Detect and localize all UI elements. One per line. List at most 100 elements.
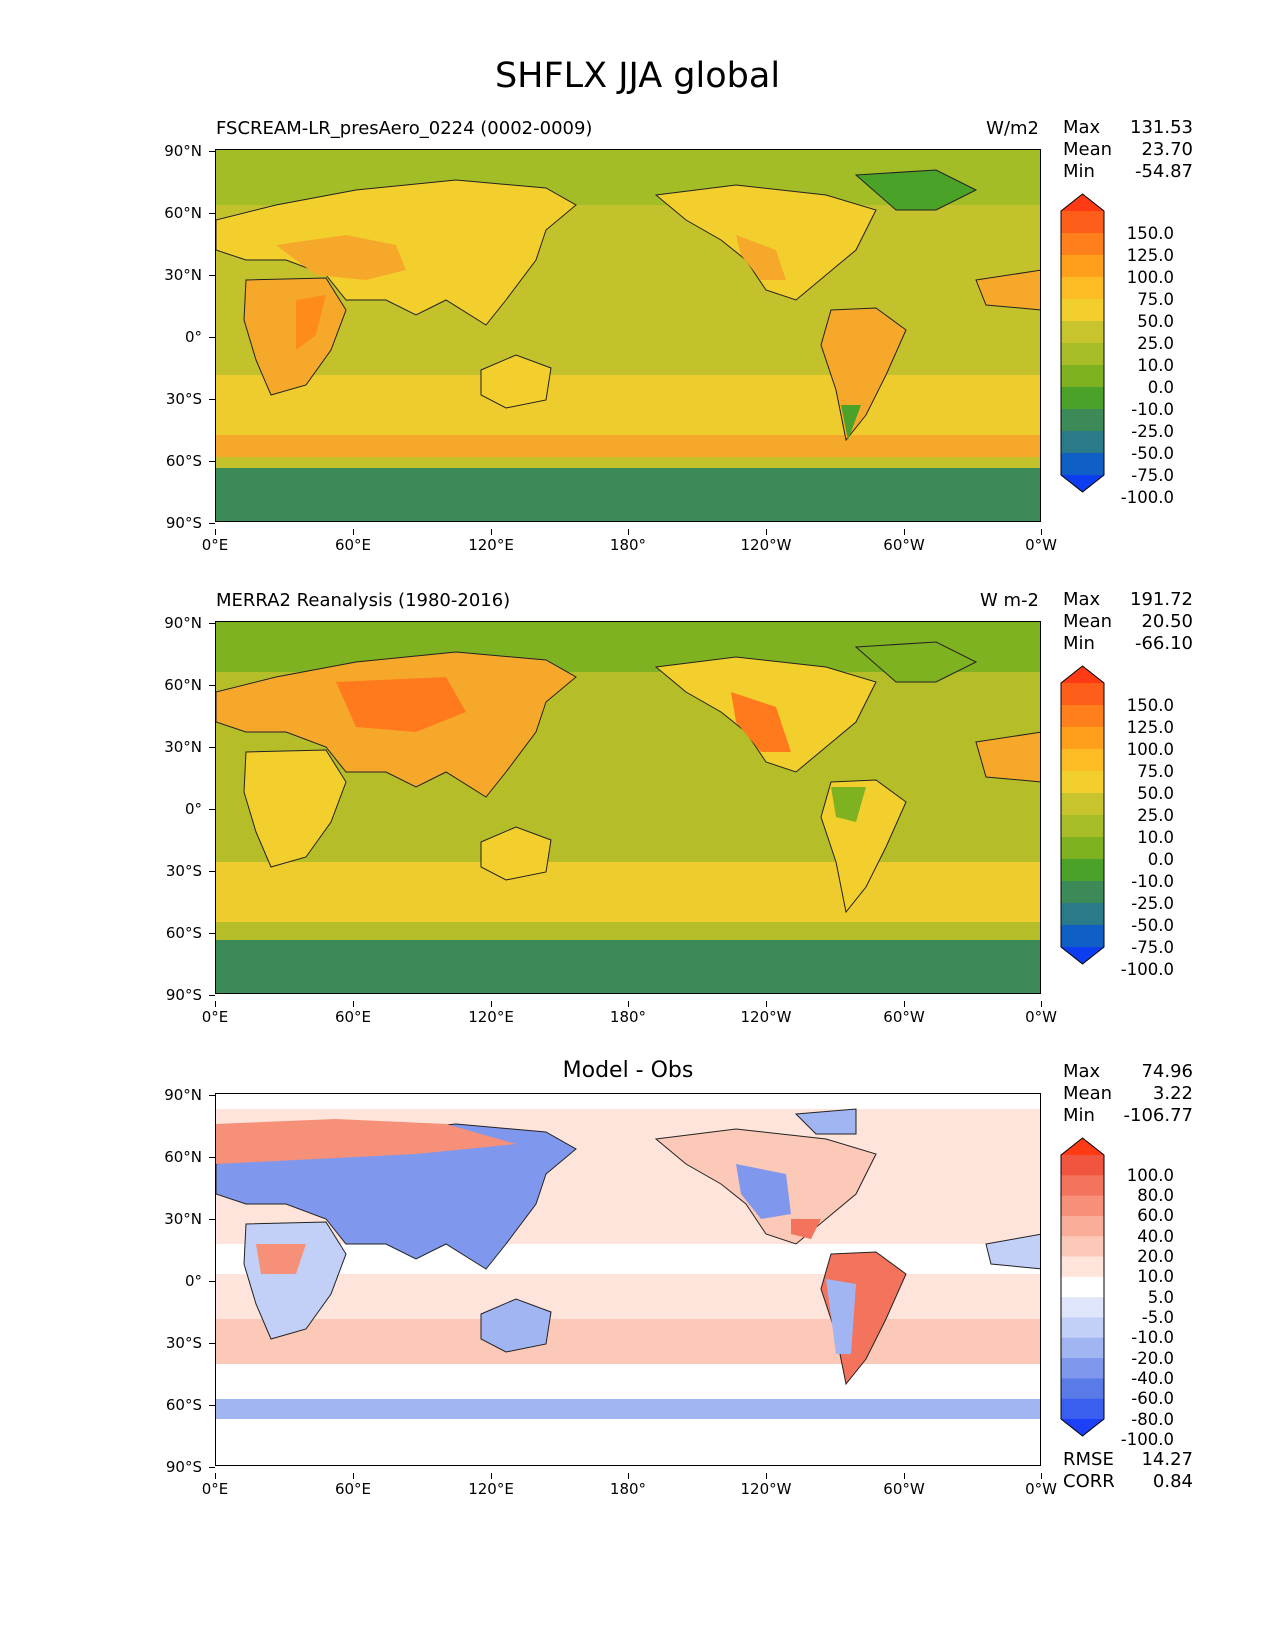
colorbar-outline (1060, 1137, 1105, 1437)
colorbar-extend-top (1061, 194, 1104, 211)
colorbar-label: -75.0 (1131, 937, 1174, 957)
colorbar-labels: 150.0 125.0 100.0 75.0 50.0 25.0 10.0 0.0 -10.0-… (1104, 193, 1174, 507)
colorbar-label: -40.0 (1131, 1368, 1174, 1388)
colorbar-label: -10.0 (1131, 399, 1174, 419)
lat-tick: 30°S (150, 390, 215, 408)
stats-box: Max 131.53 Mean 23.70 Min -54.87 (1063, 117, 1193, 183)
lon-tick: 120°E (451, 529, 531, 554)
colorbar-segment (1061, 1175, 1104, 1197)
figure-title: SHFLX JJA global (494, 56, 781, 96)
colorbar-label: 25.0 (1137, 805, 1174, 825)
lon-tick: 60°W (864, 529, 944, 554)
canadian-arctic (794, 1108, 857, 1135)
panel-diff: Model - Obs 90°N 60°N 30°N 0° 30°S 60°S (0, 0, 1275, 1498)
colorbar-label: 75.0 (1137, 761, 1174, 781)
colorbar-segment (1061, 793, 1104, 816)
colorbar-segment (1061, 365, 1104, 388)
antarctica (216, 940, 1040, 993)
colorbar-segment (1061, 727, 1104, 750)
colorbar-segment (1061, 1297, 1104, 1318)
colorbar-segment (1061, 277, 1104, 300)
stat-value: 191.72 (1130, 589, 1193, 610)
lon-tick: 60°E (313, 529, 393, 554)
stat-label: Mean (1063, 611, 1113, 632)
west-africa-edge (985, 1233, 1040, 1270)
colorbar-label: 125.0 (1126, 245, 1174, 265)
lat-tick: 30°N (150, 738, 215, 756)
australia (480, 826, 552, 881)
andes-blue (826, 1279, 856, 1354)
stat-label: Max (1063, 589, 1101, 610)
lon-tick: 60°W (864, 1473, 944, 1498)
stat-label: Mean (1063, 139, 1113, 160)
central-asia-warm (276, 235, 406, 280)
colorbar-label: 100.0 (1126, 267, 1174, 287)
lon-tick: 0°E (175, 1473, 255, 1498)
australia (480, 354, 552, 409)
colorbar-segment (1061, 453, 1104, 476)
colorbar-segment (1061, 815, 1104, 838)
colorbar-label: 100.0 (1126, 1165, 1174, 1185)
lon-tick: 180° (588, 1001, 668, 1026)
lon-tick: 60°E (313, 1473, 393, 1498)
colorbar-label: 50.0 (1137, 311, 1174, 331)
colorbar-segment (1061, 255, 1104, 278)
colorbar-label: -100.0 (1120, 487, 1174, 507)
tibet-hot (336, 677, 466, 732)
colorbar-segment (1061, 1378, 1104, 1400)
stat-value: -54.87 (1134, 161, 1193, 182)
metric-label: RMSE (1063, 1449, 1114, 1470)
colorbar-segment (1061, 211, 1104, 234)
lon-tick: 120°W (726, 1473, 806, 1498)
lon-tick: 120°E (451, 1001, 531, 1026)
colorbar-label: 50.0 (1137, 783, 1174, 803)
colorbar-label: -100.0 (1120, 1429, 1174, 1449)
lat-tick: 60°S (150, 924, 215, 942)
map-obs (215, 621, 1041, 994)
lon-tick: 120°W (726, 529, 806, 554)
colorbar-segment (1061, 233, 1104, 256)
colorbar-segment (1061, 1337, 1104, 1359)
greenland (854, 641, 978, 683)
colorbar-labels: 100.0 80.0 60.0 40.0 20.0 10.0 5.0 -5.0 -10.0 -20… (1104, 1137, 1174, 1449)
colorbar-segment (1061, 925, 1104, 948)
colorbar-label: -10.0 (1131, 871, 1174, 891)
southern-white-band (216, 1364, 1040, 1399)
colorbar-label: -60.0 (1131, 1389, 1174, 1409)
colorbar-segment (1061, 749, 1104, 772)
colorbar-label: 150.0 (1126, 223, 1174, 243)
metric-value: 0.84 (1152, 1471, 1193, 1492)
lon-tick: 0°W (1001, 529, 1081, 554)
map-model-svg (216, 150, 1040, 521)
panel-units: W m-2 (979, 590, 1039, 611)
east-africa-hot (296, 295, 326, 350)
colorbar (1060, 193, 1105, 493)
panel-title-left: FSCREAM-LR_presAero_0224 (0002-0009) (216, 118, 593, 139)
lat-tick: 0° (150, 328, 215, 346)
colorbar-extend-bottom (1061, 947, 1104, 964)
lat-tick: 30°S (150, 862, 215, 880)
colorbar-segment (1061, 881, 1104, 904)
lat-tick: 60°N (150, 204, 215, 222)
colorbar-segment (1061, 1317, 1104, 1339)
central-africa-red (256, 1244, 306, 1274)
colorbar-segment (1061, 859, 1104, 882)
lat-tick: 0° (150, 800, 215, 818)
colorbar-label: 100.0 (1126, 739, 1174, 759)
stat-value: 131.53 (1130, 117, 1193, 138)
lat-tick: 0° (150, 1272, 215, 1290)
colorbar-segment (1061, 1195, 1104, 1217)
colorbar-label: -25.0 (1131, 421, 1174, 441)
colorbar-label: 125.0 (1126, 717, 1174, 737)
colorbar-segment (1061, 705, 1104, 728)
stat-value: -66.10 (1134, 633, 1193, 654)
lon-tick: 0°W (1001, 1001, 1081, 1026)
colorbar-label: 80.0 (1137, 1186, 1174, 1206)
colorbar-label: -5.0 (1141, 1307, 1174, 1327)
panel-title-left: MERRA2 Reanalysis (1980-2016) (216, 590, 511, 611)
stat-value: 74.96 (1141, 1061, 1193, 1082)
colorbar-segment (1061, 299, 1104, 322)
colorbar-segment (1061, 387, 1104, 410)
colorbar-extend-top (1061, 666, 1104, 683)
amazon (831, 787, 866, 822)
